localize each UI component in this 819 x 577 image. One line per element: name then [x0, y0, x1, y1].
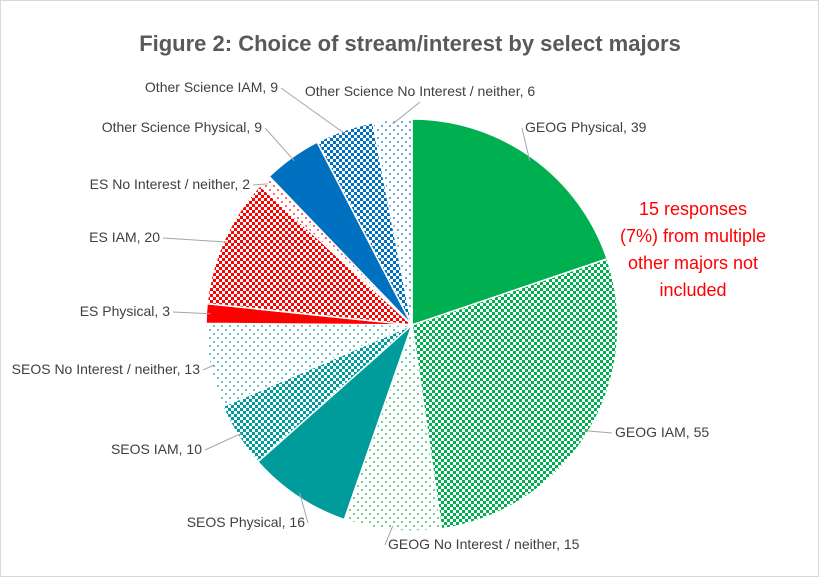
leader-line [264, 127, 295, 162]
label-value: 3 [162, 303, 170, 319]
data-label: Other Science No Interest / neither, 6 [305, 83, 536, 99]
data-label: Other Science Physical, 9 [102, 119, 263, 135]
pie-slice [343, 324, 443, 532]
leader-line [204, 432, 242, 451]
pie-slice [411, 118, 609, 327]
label-value: 6 [527, 83, 535, 99]
leader-line [280, 87, 346, 135]
leader-line [299, 492, 309, 524]
leader-line [521, 127, 531, 161]
label-separator: , [686, 424, 694, 440]
label-category: SEOS No Interest / neither [12, 361, 178, 377]
label-value: 2 [242, 176, 250, 192]
label-separator: , [520, 83, 528, 99]
label-separator: , [262, 79, 270, 95]
leader-line [252, 183, 268, 186]
label-category: GEOG Physical [525, 119, 623, 135]
pie-slice [371, 118, 413, 326]
leader-line [384, 525, 394, 546]
label-value: 15 [564, 536, 580, 552]
label-category: GEOG No Interest / neither [388, 536, 557, 552]
label-value: 9 [270, 79, 278, 95]
label-separator: , [154, 303, 162, 319]
leader-line [202, 364, 215, 371]
leader-line [392, 101, 421, 125]
label-category: ES IAM [89, 229, 136, 245]
data-label: ES IAM, 20 [89, 229, 160, 245]
pie-slice [206, 184, 415, 326]
label-separator: , [177, 361, 185, 377]
label-value: 39 [631, 119, 647, 135]
leader-line [584, 430, 613, 434]
data-label: GEOG Physical, 39 [525, 119, 647, 135]
annotation: 15 responses (7%) from multiple other ma… [619, 199, 767, 300]
data-label: GEOG IAM, 55 [615, 424, 709, 440]
label-value: 55 [694, 424, 710, 440]
leader-line [172, 311, 211, 315]
label-separator: , [179, 441, 187, 457]
leader-line [162, 237, 228, 243]
data-label: SEOS Physical, 16 [187, 514, 306, 530]
data-label: GEOG No Interest / neither, 15 [388, 536, 580, 552]
data-label: SEOS No Interest / neither, 13 [12, 361, 201, 377]
label-category: ES Physical [80, 303, 155, 319]
label-separator: , [556, 536, 564, 552]
label-value: 16 [289, 514, 305, 530]
label-separator: , [234, 176, 242, 192]
label-category: ES No Interest / neither [90, 176, 236, 192]
chart-title: Figure 2: Choice of stream/interest by s… [139, 31, 681, 56]
label-separator: , [282, 514, 290, 530]
data-label: SEOS IAM, 10 [111, 441, 202, 457]
label-category: Other Science No Interest / neither [305, 83, 521, 99]
data-label: Other Science IAM, 9 [145, 79, 278, 95]
label-category: GEOG IAM [615, 424, 686, 440]
label-value: 9 [254, 119, 262, 135]
label-category: SEOS IAM [111, 441, 179, 457]
label-value: 10 [186, 441, 202, 457]
label-value: 13 [184, 361, 200, 377]
pie-slice [411, 257, 619, 530]
pie-slice [256, 322, 414, 521]
label-separator: , [246, 119, 254, 135]
data-label: ES Physical, 3 [80, 303, 170, 319]
data-label: ES No Interest / neither, 2 [90, 176, 251, 192]
label-value: 20 [144, 229, 160, 245]
label-separator: , [137, 229, 145, 245]
label-category: SEOS Physical [187, 514, 282, 530]
label-category: Other Science Physical [102, 119, 247, 135]
label-category: Other Science IAM [145, 79, 263, 95]
label-separator: , [623, 119, 631, 135]
